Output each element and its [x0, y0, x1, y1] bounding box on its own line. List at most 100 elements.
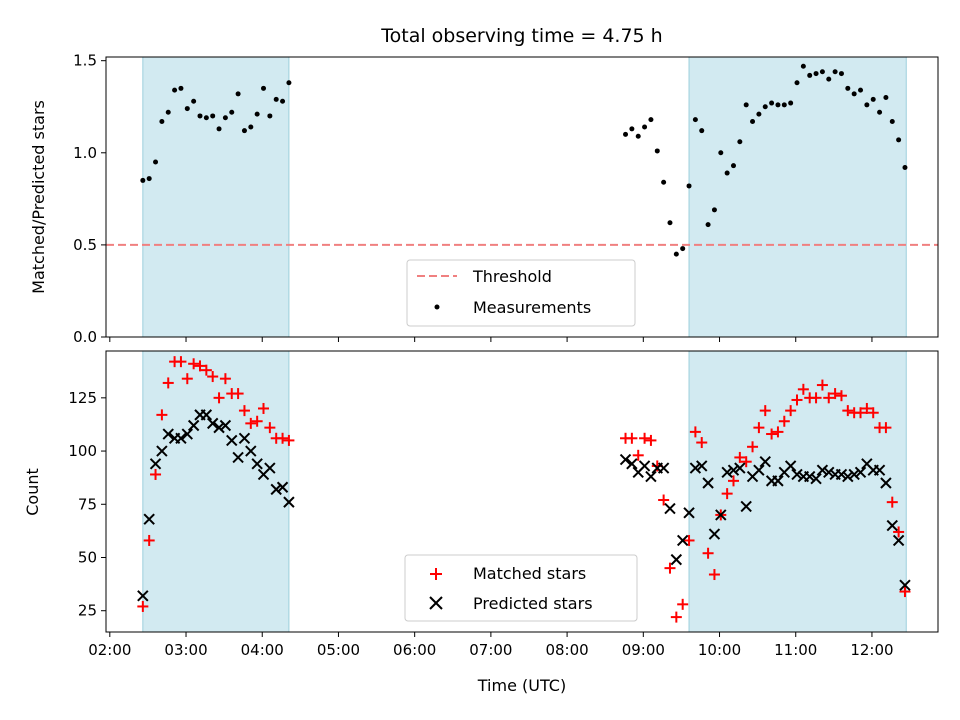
matched-point [829, 388, 841, 400]
matched-point [823, 392, 835, 404]
measurement-point [756, 111, 762, 117]
y-tick-label: 75 [78, 495, 97, 513]
measurement-point [261, 85, 267, 91]
legend-measurements-label: Measurements [473, 298, 591, 317]
measurement-point [642, 124, 648, 130]
matched-point [791, 394, 803, 406]
measurement-point [623, 131, 629, 137]
measurement-point [241, 128, 247, 134]
measurement-point [902, 165, 908, 171]
measurement-point [743, 102, 749, 108]
xlabel: Time (UTC) [477, 676, 566, 695]
matched-point [721, 488, 733, 500]
matched-point [238, 405, 250, 417]
measurement-point [203, 115, 209, 121]
measurement-point [648, 117, 654, 123]
y-tick-label: 100 [68, 442, 97, 460]
x-tick-label: 03:00 [164, 641, 207, 659]
ratio-legend: Threshold Measurements [406, 259, 636, 327]
measurement-point [800, 63, 806, 69]
predicted-point [886, 519, 898, 532]
matched-point [886, 496, 898, 508]
measurement-point [718, 150, 724, 156]
predicted-point [708, 528, 721, 540]
matched-point [816, 379, 828, 391]
y-tick-label: 0.5 [73, 236, 97, 254]
predicted-point [899, 579, 911, 591]
matched-point [200, 364, 212, 376]
matched-point [772, 426, 784, 438]
matched-point [277, 432, 289, 444]
predicted-point [181, 428, 194, 440]
measurement-point [153, 159, 159, 165]
predicted-point [823, 466, 835, 479]
matched-point [880, 422, 892, 434]
matched-point [689, 426, 701, 438]
matched-point [207, 371, 219, 383]
measurement-point [235, 91, 241, 97]
x-tick-label: 06:00 [393, 641, 436, 659]
matched-point [175, 356, 187, 368]
predicted-point [137, 590, 149, 602]
predicted-point [810, 473, 822, 485]
matched-point [194, 360, 206, 372]
predicted-point [848, 468, 860, 481]
matched-point [740, 456, 752, 468]
measurement-point [667, 220, 673, 226]
measurement-point [819, 69, 825, 75]
measurement-point [197, 113, 203, 119]
predicted-point [683, 507, 695, 519]
measurement-point [172, 87, 178, 93]
y-tick-label: 25 [78, 602, 97, 620]
matched-point [670, 611, 682, 623]
y-tick-label: 125 [68, 389, 97, 407]
measurement-point [254, 111, 260, 117]
measurement-point [178, 85, 184, 91]
matched-point [899, 586, 911, 598]
matched-point [213, 392, 225, 404]
predicted-point [759, 455, 771, 468]
predicted-point [816, 464, 829, 476]
measurement-point [229, 109, 235, 115]
predicted-point [727, 464, 740, 476]
predicted-point [251, 458, 263, 470]
predicted-point [689, 462, 702, 474]
matched-point [861, 402, 873, 414]
y-tick-label: 1.5 [73, 52, 97, 70]
matched-point [251, 415, 263, 427]
measurement-point [661, 179, 667, 185]
matched-point [156, 409, 168, 421]
matched-point [677, 598, 689, 610]
measurement-point [699, 128, 705, 134]
measurement-point [788, 100, 794, 106]
matched-point [778, 415, 790, 427]
predicted-point [892, 534, 905, 547]
measurement-point [184, 106, 190, 112]
matched-point [753, 422, 765, 434]
predicted-point [702, 477, 714, 489]
measurement-point [673, 251, 679, 257]
matched-point [759, 405, 771, 417]
measurement-point [273, 96, 279, 102]
x-tick-label: 12:00 [850, 641, 893, 659]
predicted-point [753, 464, 765, 476]
predicted-point [226, 434, 238, 447]
count-panel: 25 50 75 100 125 02:00 03:00 04:00 05:00 06:00 07:… [68, 350, 939, 659]
matched-point [143, 534, 155, 546]
measurement-point [280, 98, 286, 104]
measurement-point [216, 126, 222, 132]
predicted-point [232, 451, 244, 464]
measurement-point [629, 126, 635, 132]
predicted-point [175, 432, 187, 444]
predicted-point [784, 460, 797, 472]
measurement-point [858, 87, 864, 93]
predicted-point [791, 468, 803, 481]
measurement-point [222, 115, 228, 121]
y-tick-label: 50 [78, 548, 97, 566]
matched-point [219, 373, 231, 385]
matched-point [727, 475, 739, 487]
matched-point [181, 373, 193, 385]
legend-frame [406, 259, 636, 327]
measurement-point [832, 69, 838, 75]
measurement-point [711, 207, 717, 213]
